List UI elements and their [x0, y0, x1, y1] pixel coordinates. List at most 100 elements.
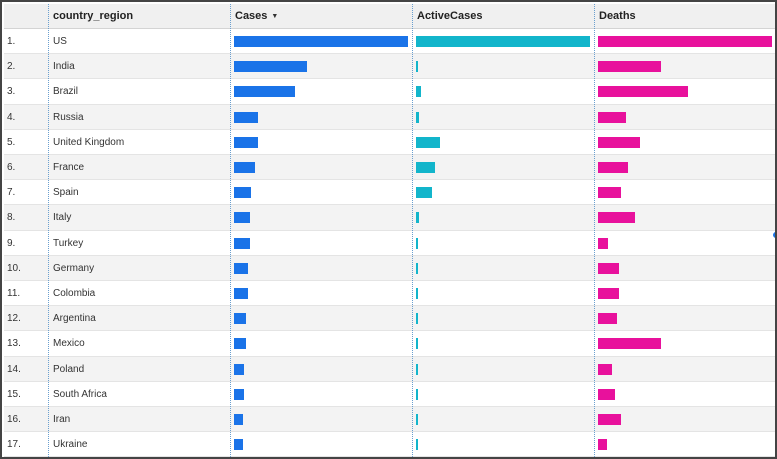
- active-cases-bar: [416, 136, 441, 148]
- row-index: 16.: [7, 414, 21, 425]
- header-deaths[interactable]: Deaths: [599, 10, 636, 22]
- table-row[interactable]: 8. Italy: [4, 205, 775, 231]
- country-name: Italy: [53, 212, 72, 224]
- deaths-bar: [598, 86, 689, 98]
- row-index: 15.: [7, 388, 21, 400]
- row-index: 10.: [7, 262, 21, 274]
- country-name: Ukraine: [53, 439, 88, 451]
- table-row[interactable]: 17. Ukraine: [4, 432, 775, 457]
- country-name: Argentina: [53, 313, 96, 325]
- active-cases-bar: [416, 86, 422, 98]
- country-name: Brazil: [53, 86, 79, 98]
- column-divider: [412, 4, 413, 457]
- header-cases[interactable]: Cases ▼: [232, 4, 278, 29]
- cases-bar: [234, 388, 245, 400]
- row-index: 1.: [7, 36, 16, 47]
- row-index: 2.: [7, 61, 16, 73]
- deaths-bar: [598, 111, 626, 123]
- deaths-bar: [598, 288, 619, 299]
- resize-handle[interactable]: [773, 232, 775, 238]
- deaths-bar: [598, 136, 640, 148]
- active-cases-bar: [416, 439, 418, 451]
- deaths-bar: [598, 212, 635, 224]
- country-name: Colombia: [53, 288, 96, 299]
- column-divider: [594, 4, 595, 457]
- row-index: 14.: [7, 363, 21, 375]
- cases-bar: [234, 61, 308, 73]
- table-row[interactable]: 15. South Africa: [4, 381, 775, 407]
- active-cases-bar: [416, 212, 420, 224]
- data-table: country_region Cases ▼ ActiveCases Deaths…: [4, 4, 775, 457]
- deaths-bar: [598, 388, 616, 400]
- sort-descending-icon[interactable]: ▼: [271, 13, 279, 20]
- row-index: 12.: [7, 313, 21, 325]
- cases-bar: [234, 262, 248, 274]
- deaths-bar: [598, 262, 619, 274]
- row-index: 5.: [7, 136, 16, 148]
- deaths-bar: [598, 162, 628, 173]
- deaths-bar: [598, 61, 661, 73]
- table-row[interactable]: 9. Turkey: [4, 230, 775, 256]
- header-country-region[interactable]: country_region: [53, 10, 134, 22]
- cases-bar: [234, 237, 250, 249]
- row-index: 9.: [7, 237, 16, 249]
- header-active-cases[interactable]: ActiveCases: [417, 10, 483, 22]
- active-cases-bar: [416, 61, 418, 73]
- table-row[interactable]: 14. Poland: [4, 356, 775, 382]
- header-cases-label: Cases: [235, 10, 268, 22]
- deaths-bar: [598, 414, 621, 425]
- column-divider: [230, 4, 231, 457]
- active-cases-bar: [416, 237, 418, 249]
- deaths-bar: [598, 439, 607, 451]
- active-cases-bar: [416, 338, 418, 350]
- deaths-bar: [598, 313, 618, 325]
- active-cases-bar: [416, 262, 418, 274]
- row-index: 8.: [7, 212, 16, 224]
- country-name: Turkey: [53, 237, 84, 249]
- country-name: Germany: [53, 262, 95, 274]
- cases-bar: [234, 187, 252, 199]
- country-name: Spain: [53, 187, 79, 199]
- cases-bar: [234, 36, 408, 47]
- active-cases-bar: [416, 363, 418, 375]
- cases-bar: [234, 288, 248, 299]
- table-row[interactable]: 16. Iran: [4, 407, 775, 433]
- table-row[interactable]: 11. Colombia: [4, 281, 775, 307]
- row-index: 3.: [7, 86, 16, 98]
- active-cases-bar: [416, 162, 436, 173]
- active-cases-bar: [416, 388, 418, 400]
- cases-bar: [234, 111, 259, 123]
- cases-bar: [234, 363, 245, 375]
- table-row[interactable]: 7. Spain: [4, 180, 775, 206]
- active-cases-bar: [416, 313, 418, 325]
- deaths-bar: [598, 36, 772, 47]
- active-cases-bar: [416, 414, 418, 425]
- table-row[interactable]: 12. Argentina: [4, 306, 775, 332]
- deaths-bar: [598, 338, 661, 350]
- deaths-bar: [598, 237, 609, 249]
- table-row[interactable]: 13. Mexico: [4, 331, 775, 357]
- deaths-bar: [598, 187, 621, 199]
- table-row[interactable]: 6. France: [4, 155, 775, 181]
- country-name: Iran: [53, 414, 71, 425]
- row-index: 4.: [7, 111, 16, 123]
- country-name: India: [53, 61, 75, 73]
- table-row[interactable]: 2. India: [4, 54, 775, 80]
- cases-bar: [234, 86, 295, 98]
- cases-bar: [234, 136, 259, 148]
- row-index: 13.: [7, 338, 21, 350]
- table-row[interactable]: 4. Russia: [4, 104, 775, 130]
- table-row[interactable]: 3. Brazil: [4, 79, 775, 105]
- country-name: United Kingdom: [53, 136, 125, 148]
- active-cases-bar: [416, 288, 418, 299]
- table-row[interactable]: 10. Germany: [4, 255, 775, 281]
- table-row[interactable]: 1. US: [4, 29, 775, 55]
- row-index: 7.: [7, 187, 16, 199]
- cases-bar: [234, 439, 243, 451]
- active-cases-bar: [416, 36, 590, 47]
- cases-bar: [234, 338, 247, 350]
- country-name: Poland: [53, 363, 85, 375]
- country-name: Russia: [53, 111, 84, 123]
- table-row[interactable]: 5. United Kingdom: [4, 129, 775, 155]
